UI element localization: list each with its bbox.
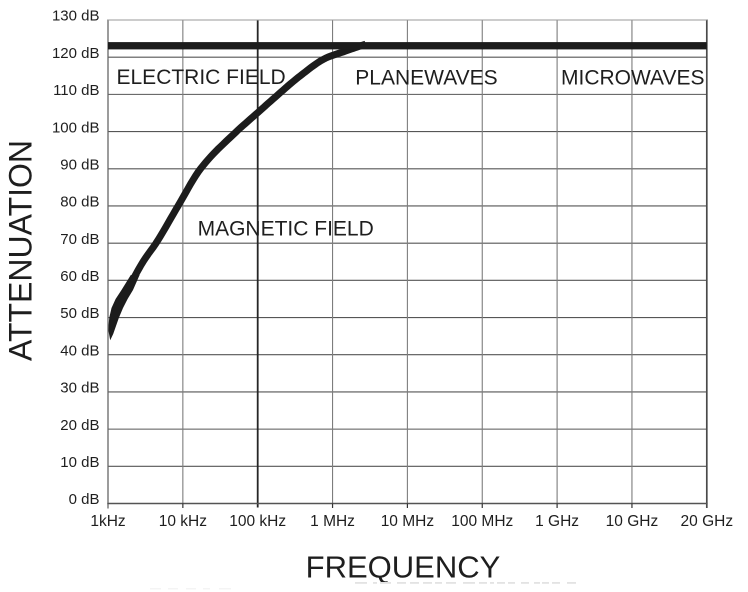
svg-text:60 dB: 60 dB <box>60 268 99 285</box>
svg-text:110 dB: 110 dB <box>53 82 99 99</box>
svg-text:10 MHz: 10 MHz <box>381 513 434 530</box>
svg-text:1 MHz: 1 MHz <box>310 513 355 530</box>
svg-text:100 kHz: 100 kHz <box>229 513 286 530</box>
svg-text:10 GHz: 10 GHz <box>606 513 659 530</box>
svg-text:130 dB: 130 dB <box>52 8 100 25</box>
svg-text:40 dB: 40 dB <box>60 342 99 359</box>
svg-text:70 dB: 70 dB <box>60 231 99 248</box>
svg-text:10 kHz: 10 kHz <box>159 513 207 530</box>
svg-text:100 MHz: 100 MHz <box>451 513 513 530</box>
svg-text:90 dB: 90 dB <box>60 157 99 174</box>
svg-text:ATTENUATION: ATTENUATION <box>3 140 39 361</box>
svg-text:80 dB: 80 dB <box>60 194 99 211</box>
svg-text:PLANEWAVES: PLANEWAVES <box>355 67 497 90</box>
svg-text:MAGNETIC FIELD: MAGNETIC FIELD <box>198 218 374 241</box>
svg-text:MICROWAVES: MICROWAVES <box>561 67 705 90</box>
svg-text:100 dB: 100 dB <box>52 119 100 136</box>
svg-text:0 dB: 0 dB <box>69 491 100 508</box>
svg-text:120 dB: 120 dB <box>52 45 100 62</box>
svg-text:1kHz: 1kHz <box>90 513 125 530</box>
svg-text:50 dB: 50 dB <box>60 305 99 322</box>
svg-text:ELECTRIC FIELD: ELECTRIC FIELD <box>117 66 286 89</box>
svg-text:10 dB: 10 dB <box>60 454 99 471</box>
svg-text:30 dB: 30 dB <box>60 380 99 397</box>
svg-text:20 dB: 20 dB <box>60 417 99 434</box>
svg-text:1 GHz: 1 GHz <box>535 513 579 530</box>
svg-text:FREQUENCY: FREQUENCY <box>306 549 501 584</box>
svg-text:20 GHz: 20 GHz <box>681 513 734 530</box>
